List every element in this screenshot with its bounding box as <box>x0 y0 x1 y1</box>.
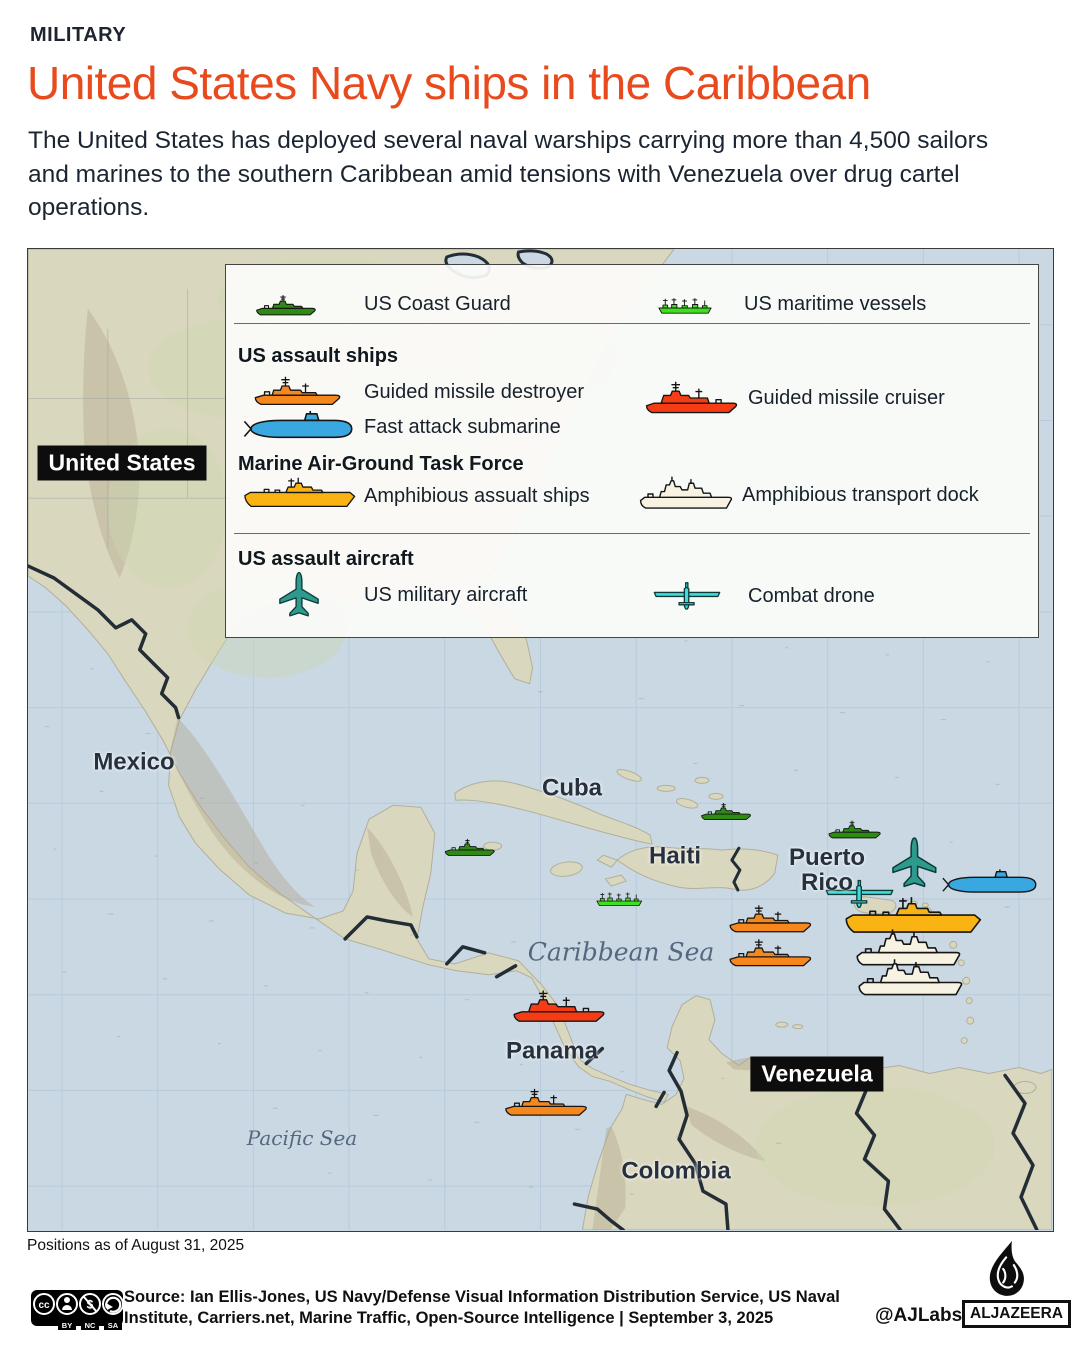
transport-dock-icon <box>636 475 736 513</box>
maritime-vessel-icon <box>656 293 714 316</box>
legend-magtf-heading: Marine Air-Ground Task Force <box>238 453 524 475</box>
aljazeera-logo-icon <box>989 1240 1024 1296</box>
intro-paragraph: The United States has deployed several n… <box>28 127 989 222</box>
combat-drone-icon <box>651 581 723 611</box>
legend-submarine-label: Fast attack submarine <box>364 416 561 438</box>
caribbean-map: United States Venezuela Mexico Cuba Haiti Pue… <box>27 248 1054 1232</box>
aljazeera-wordmark: ALJAZEERA <box>962 1300 1072 1328</box>
legend-divider <box>234 323 1030 324</box>
by-icon <box>62 1297 72 1310</box>
sa-icon <box>105 1296 122 1313</box>
amphibious-assault-ship-icon <box>238 477 360 511</box>
legend-cruiser-label: Guided missile cruiser <box>748 387 945 409</box>
destroyer-icon <box>252 374 344 408</box>
legend-divider <box>234 533 1030 534</box>
legend-assault-ships-heading: US assault ships <box>238 345 399 367</box>
legend-coast-guard-label: US Coast Guard <box>364 293 511 315</box>
page-title: United States Navy ships in the Caribbea… <box>27 57 871 109</box>
legend-amphibious-label: Amphibious assualt ships <box>364 485 590 507</box>
us-mexico-border <box>28 564 181 720</box>
hispaniola-island <box>616 846 779 891</box>
submarine-icon <box>242 411 356 443</box>
legend-dock-label: Amphibious transport dock <box>742 484 979 506</box>
jamaica-island <box>550 861 583 877</box>
positions-note: Positions as of August 31, 2025 <box>27 1237 245 1254</box>
legend-aircraft-label: US military aircraft <box>364 584 528 606</box>
military-aircraft-icon <box>274 570 324 620</box>
coast-guard-icon <box>254 292 320 318</box>
legend-box: US Coast Guard US maritime vessels US as… <box>225 264 1039 638</box>
brand-block: ALJAZEERA <box>962 1240 1072 1328</box>
cruiser-icon <box>644 380 740 416</box>
colombia-venezuela-border <box>667 1050 730 1230</box>
kicker-label: MILITARY <box>30 24 127 46</box>
legend-drone-label: Combat drone <box>748 585 875 607</box>
cuba-island <box>454 780 653 845</box>
ajlabs-credit: @AJLabs <box>875 1305 963 1326</box>
legend-aircraft-heading: US assault aircraft <box>238 548 414 570</box>
cc-nc-label: NC <box>85 1321 96 1330</box>
legend-maritime-label: US maritime vessels <box>744 293 927 315</box>
cc-license-badge: cc $ BY NC SA <box>31 1290 124 1330</box>
nc-icon: $ <box>83 1296 97 1312</box>
source-attribution: Source: Ian Ellis-Jones, US Navy/Defense… <box>124 1288 840 1327</box>
cc-sa-label: SA <box>108 1321 119 1330</box>
cc-icon: cc <box>38 1300 50 1311</box>
legend-destroyer-label: Guided missile destroyer <box>364 381 585 403</box>
cc-by-label: BY <box>62 1321 72 1330</box>
